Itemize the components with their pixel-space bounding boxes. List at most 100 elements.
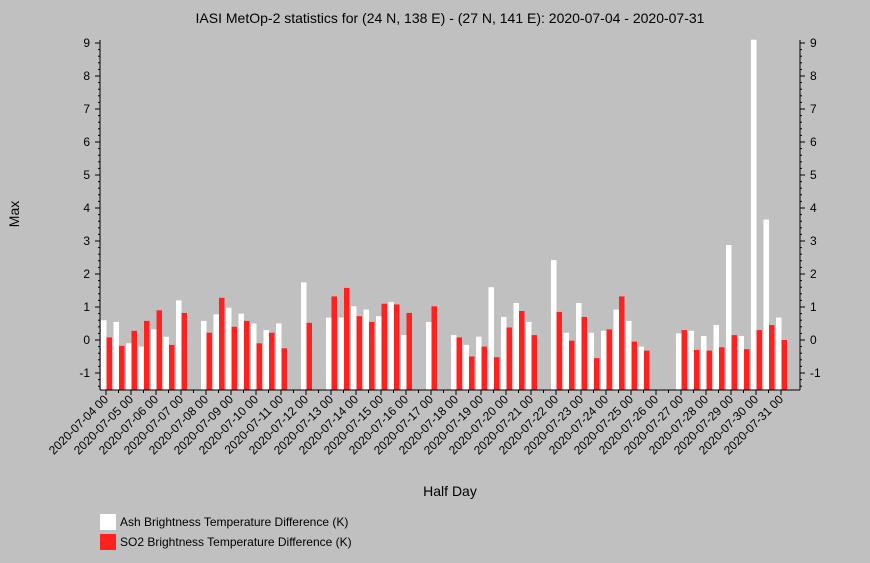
y-tick-label-left: 0 [83,333,90,347]
y-tick-label-right: 6 [810,135,817,149]
so2-bar [181,312,187,390]
so2-bar [394,304,400,390]
ash-bar [376,316,382,390]
chart-title: IASI MetOp-2 statistics for (24 N, 138 E… [196,10,705,26]
y-tick-label-left: 1 [83,300,90,314]
so2-bar [269,332,275,390]
legend: Ash Brightness Temperature Difference (K… [100,512,352,552]
y-tick-label-left: 3 [83,234,90,248]
ash-bar [463,344,469,390]
so2-bar [781,340,787,390]
ash-bar [213,314,219,390]
so2-bar [256,343,262,390]
ash-bar [176,300,182,390]
y-tick-label-left: 7 [83,102,90,116]
so2-bar [581,316,587,390]
so2-bar [769,325,775,390]
so2-bar [619,296,625,390]
so2-bar [144,320,150,390]
y-tick-label-right: 1 [810,300,817,314]
so2-bar [506,327,512,390]
so2-bar [556,311,562,390]
so2-bar [169,344,175,390]
ash-bar [676,333,682,390]
ash-bar [726,245,732,390]
ash-bar [563,332,569,390]
y-tick-label-right: 0 [810,333,817,347]
ash-bar [401,335,407,390]
ash-bar [301,282,307,391]
so2-bar [281,348,287,391]
ash-bar [613,309,619,390]
so2-bar [469,356,475,390]
y-tick-label-right: 9 [810,36,817,50]
ash-bar [526,321,532,390]
ash-bar [251,323,257,390]
legend-item-so2: SO2 Brightness Temperature Difference (K… [100,532,352,552]
ash-bar [501,316,507,390]
so2-bar [206,332,212,390]
ash-bar [101,320,107,390]
so2-bar [456,337,462,390]
so2-bar [756,330,762,390]
ash-bar [638,346,644,390]
so2-bar [494,357,500,390]
ash-bar [388,302,394,390]
ash-bar [238,313,244,390]
ash-bar [451,335,457,390]
ash-bar [426,321,432,390]
ash-bar [338,317,344,390]
ash-bar [113,321,119,390]
so2-bar [219,297,225,390]
ash-bar [751,39,757,390]
y-tick-label-left: 4 [83,201,90,215]
so2-bar [694,349,700,390]
ash-bar [576,303,582,390]
ash-bar [713,325,719,390]
ash-bar [551,260,557,390]
bars-group [101,39,787,391]
ash-bar [701,336,707,390]
ash-bar [513,303,519,390]
ash-bar [226,307,232,390]
y-tick-label-left: 9 [83,36,90,50]
ash-bar [126,343,132,390]
y-tick-label-right: -1 [810,366,821,380]
so2-bar [706,350,712,390]
ash-bar [151,329,157,390]
ash-bar [738,336,744,390]
ash-bar [276,323,282,390]
ash-bar [776,317,782,390]
y-tick-label-right: 8 [810,69,817,83]
so2-bar [356,316,362,390]
so2-bar [606,329,612,390]
y-tick-label-left: 8 [83,69,90,83]
ash-bar [201,320,207,390]
legend-label-so2: SO2 Brightness Temperature Difference (K… [120,535,352,549]
so2-bar [369,321,375,390]
so2-bar [594,358,600,390]
so2-bar [731,335,737,390]
y-tick-label-left: 2 [83,267,90,281]
ash-bar [263,330,269,390]
y-tick-label-right: 2 [810,267,817,281]
so2-bar [231,326,237,390]
so2-bar [644,350,650,390]
ash-bar [326,317,332,390]
so2-bar [306,322,312,390]
so2-bar [106,337,112,390]
y-tick-label-right: 4 [810,201,817,215]
y-tick-label-left: 6 [83,135,90,149]
ash-bar [351,306,357,390]
so2-bar [131,330,137,390]
ash-bar [488,287,494,390]
so2-bar [244,320,250,390]
so2-bar [344,287,350,390]
so2-bar [531,335,537,390]
legend-swatch-so2 [100,534,116,550]
y-tick-label-right: 5 [810,168,817,182]
so2-bar [681,330,687,390]
so2-bar [156,310,162,390]
